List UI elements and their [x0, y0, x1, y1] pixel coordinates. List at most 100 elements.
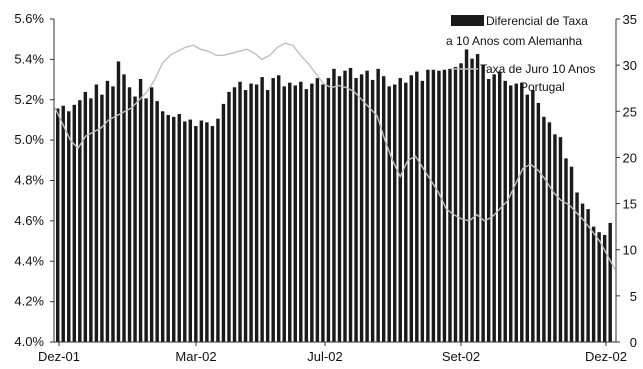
left-tick-label: 4.2%: [14, 294, 44, 309]
bar: [520, 82, 524, 343]
bar: [94, 84, 99, 343]
bar: [536, 102, 541, 342]
bar: [216, 118, 220, 342]
x-axis-ticks: Dez-01 Mar-02 Jul-02 Set-02 Dez-02: [38, 342, 627, 364]
bar: [525, 94, 530, 342]
bar: [310, 83, 314, 342]
right-tick-label: 20: [623, 150, 637, 165]
left-tick-label: 4.4%: [14, 253, 44, 268]
bar: [254, 84, 259, 343]
bar: [348, 67, 353, 342]
legend-line-label-line2: Portugal: [520, 80, 565, 94]
bar: [67, 111, 71, 342]
bar: [105, 80, 110, 342]
bar: [227, 91, 231, 342]
bar: [359, 74, 364, 343]
bar: [265, 90, 270, 342]
bar: [155, 101, 159, 342]
bar: [553, 134, 557, 342]
left-tick-label: 5.2%: [14, 92, 44, 107]
bar: [89, 98, 93, 343]
left-axis-ticks: 4.0% 4.2% 4.4% 4.6% 4.8% 5.0% 5.2% 5.4% 5.6%: [14, 11, 54, 349]
x-tick-label: Set-02: [442, 349, 480, 364]
right-tick-label: 15: [623, 197, 637, 212]
bar: [564, 158, 568, 342]
right-tick-label: 5: [630, 289, 637, 304]
bar: [116, 61, 121, 342]
left-tick-label: 5.4%: [14, 51, 44, 66]
bar: [343, 70, 347, 343]
bar: [486, 78, 491, 343]
bar-series: [56, 49, 612, 343]
bar: [321, 84, 325, 343]
bar: [127, 87, 132, 342]
bar: [393, 84, 397, 343]
x-tick-label: Dez-02: [585, 349, 627, 364]
left-tick-label: 4.8%: [14, 173, 44, 188]
bar: [337, 76, 342, 342]
bar: [138, 78, 143, 343]
bar: [243, 90, 248, 342]
left-tick-label: 4.6%: [14, 213, 44, 228]
bar: [497, 71, 502, 342]
bar: [542, 116, 546, 342]
bar: [492, 74, 496, 343]
bar: [365, 70, 369, 343]
bar: [580, 203, 585, 342]
legend-bar-label-line1: Diferencial de Taxa: [486, 14, 588, 28]
right-axis-ticks: 0 5 10 15 20 25 30 35: [616, 12, 637, 350]
bar: [61, 105, 65, 342]
bar: [72, 104, 76, 342]
legend: Diferencial de Taxa a 10 Anos com Aleman…: [446, 14, 595, 94]
bar: [56, 108, 60, 343]
bar: [160, 111, 165, 342]
bar: [415, 71, 419, 342]
bar: [404, 82, 408, 343]
bar: [448, 68, 452, 342]
bar: [597, 232, 601, 342]
bar: [304, 89, 309, 342]
bar: [238, 81, 242, 342]
bar: [205, 122, 209, 342]
bar: [188, 119, 193, 342]
bar: [288, 82, 292, 343]
bar: [100, 94, 104, 342]
bar: [332, 68, 336, 342]
right-tick-label: 10: [623, 243, 637, 258]
bar: [111, 86, 115, 343]
bar: [591, 226, 596, 342]
bar: [481, 65, 485, 342]
x-tick-label: Jul-02: [307, 349, 342, 364]
bar: [558, 137, 563, 342]
left-tick-label: 5.0%: [14, 132, 44, 147]
bar: [464, 49, 469, 342]
bar: [210, 126, 215, 342]
bar: [547, 122, 552, 342]
bar: [575, 192, 579, 342]
bar: [509, 85, 513, 342]
bar: [78, 100, 82, 343]
left-tick-label: 5.6%: [14, 11, 44, 26]
bar: [420, 80, 425, 342]
bar: [166, 114, 170, 342]
legend-bar-label-line2: a 10 Anos com Alemanha: [446, 34, 582, 48]
bar: [376, 68, 380, 342]
bar: [144, 98, 148, 343]
legend-line-label-line1: Taxa de Juro 10 Anos: [480, 62, 595, 76]
bar: [299, 81, 303, 342]
bar: [387, 86, 391, 343]
legend-bar-swatch: [451, 15, 484, 26]
bar: [514, 83, 518, 342]
line-series: [54, 42, 616, 270]
right-tick-label: 25: [623, 104, 637, 119]
right-tick-label: 30: [623, 58, 637, 73]
bar: [354, 78, 358, 342]
bar: [177, 114, 181, 342]
bar: [398, 78, 402, 342]
bar: [381, 76, 386, 342]
bar: [122, 74, 126, 343]
bar: [293, 85, 297, 342]
bar: [326, 78, 331, 342]
bar: [531, 90, 535, 342]
